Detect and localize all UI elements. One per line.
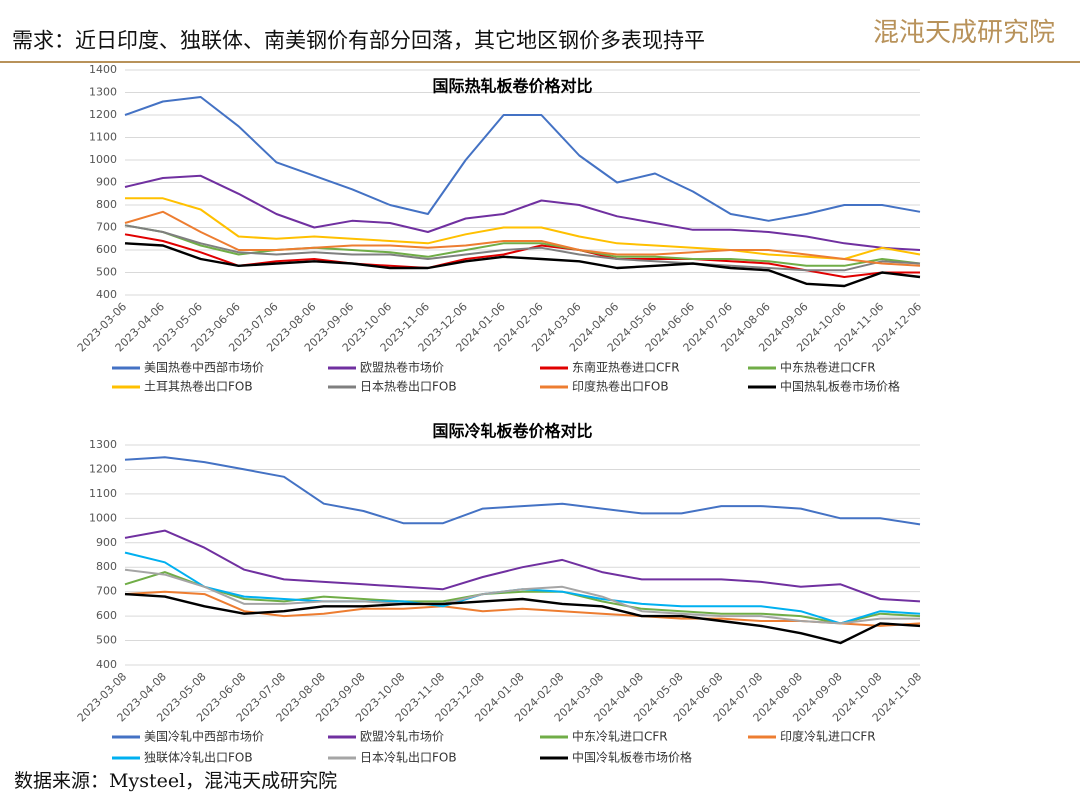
y-tick-label: 900 [96, 536, 117, 549]
legend-label: 美国热卷中西部市场价 [144, 360, 264, 375]
legend-label: 日本冷轧出口FOB [360, 751, 457, 765]
y-tick-label: 1300 [89, 86, 117, 99]
legend-label: 土耳其热卷出口FOB [144, 379, 253, 394]
y-tick-label: 1300 [89, 438, 117, 451]
legend-label: 独联体冷轧出口FOB [144, 751, 253, 765]
y-tick-label: 1200 [89, 462, 117, 475]
y-tick-label: 1100 [89, 131, 117, 144]
y-tick-label: 900 [96, 176, 117, 189]
series-line [124, 592, 921, 645]
y-tick-label: 500 [96, 634, 117, 647]
legend-label: 中国冷轧板卷市场价格 [572, 750, 692, 765]
legend-label: 印度冷轧进口CFR [780, 729, 876, 744]
legend-label: 中国热轧板卷市场价格 [780, 379, 900, 394]
y-tick-label: 700 [96, 221, 117, 234]
series-line [124, 571, 921, 625]
series-line [124, 529, 921, 603]
y-tick-label: 700 [96, 585, 117, 598]
y-tick-label: 800 [96, 560, 117, 573]
y-tick-label: 800 [96, 198, 117, 211]
legend-label: 中东冷轧进口CFR [572, 729, 668, 744]
series-line [124, 224, 921, 272]
series-line [124, 210, 921, 267]
series-line [124, 242, 921, 288]
chart-title: 国际冷轧板卷价格对比 [432, 422, 592, 441]
y-tick-label: 1000 [89, 153, 117, 166]
footer: 数据来源：Mysteel，混沌天成研究院 [14, 770, 337, 792]
y-tick-label: 1400 [89, 63, 117, 76]
series-line [124, 174, 921, 251]
legend-label: 中东热卷进口CFR [780, 360, 876, 375]
y-tick-label: 1100 [89, 487, 117, 500]
header-title: 需求：近日印度、独联体、南美钢价有部分回落，其它地区钢价多表现持平 [12, 29, 705, 53]
legend-label: 日本热卷出口FOB [360, 379, 457, 394]
legend-label: 欧盟热卷市场价 [360, 360, 444, 375]
series-line [124, 224, 921, 267]
series-line [124, 456, 921, 526]
y-tick-label: 400 [96, 288, 117, 301]
legend-label: 美国冷轧中西部市场价 [144, 729, 264, 744]
series-line [124, 96, 921, 222]
logo: 混沌天成研究院 [873, 18, 1055, 48]
legend-label: 东南亚热卷进口CFR [572, 360, 680, 375]
legend-label: 印度热卷出口FOB [572, 379, 669, 394]
y-tick-label: 600 [96, 609, 117, 622]
series-line [124, 568, 920, 625]
legend-label: 欧盟冷轧市场价 [360, 729, 444, 744]
y-tick-label: 400 [96, 658, 117, 671]
y-tick-label: 1000 [89, 511, 117, 524]
chart-title: 国际热轧板卷价格对比 [432, 77, 592, 96]
y-tick-label: 1200 [89, 108, 117, 121]
y-tick-label: 600 [96, 243, 117, 256]
y-tick-label: 500 [96, 266, 117, 279]
series-line [125, 197, 921, 260]
